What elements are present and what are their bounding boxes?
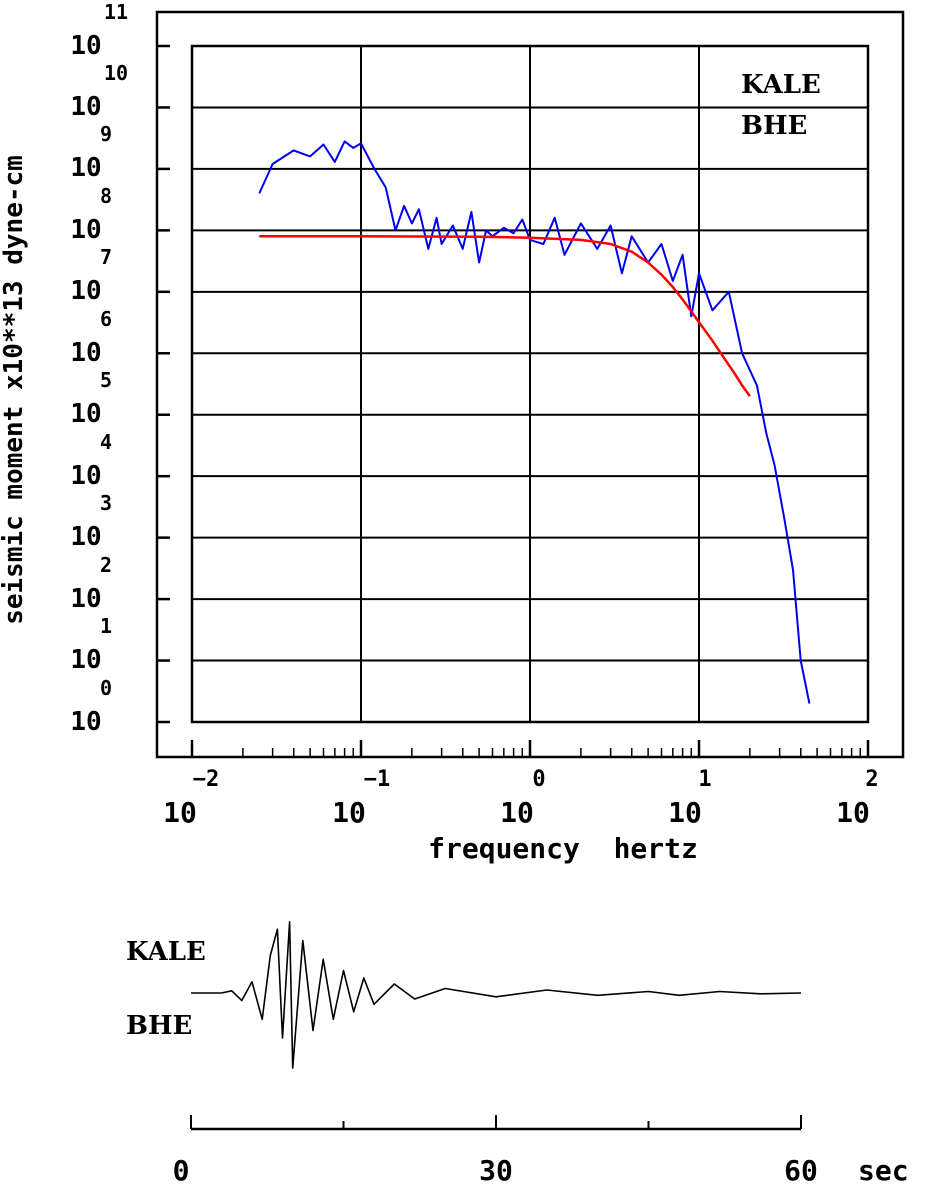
y-tick-exp: 9 bbox=[100, 122, 112, 146]
seismogram-trace bbox=[191, 921, 802, 1069]
y-tick-exp: 5 bbox=[100, 368, 112, 392]
y-tick-labels: 11 10 10 10 9 10 8 10 7 10 6 10 5 10 4 1… bbox=[70, 0, 128, 737]
y-tick-base: 10 bbox=[70, 31, 101, 61]
y-tick-exp: 4 bbox=[100, 430, 112, 454]
y-tick-base: 10 bbox=[70, 645, 101, 675]
y-tick-base: 10 bbox=[70, 584, 101, 614]
x-axis-tick-marks bbox=[190, 740, 870, 757]
time-tick-label: 60 bbox=[784, 1154, 818, 1184]
seismogram-component-label: BHE bbox=[126, 1011, 192, 1041]
seismogram-station-label: KALE bbox=[126, 937, 206, 967]
time-tick-label: 30 bbox=[479, 1154, 513, 1184]
time-unit-label: sec bbox=[858, 1154, 909, 1184]
y-tick-base: 10 bbox=[70, 399, 101, 429]
station-label: KALE bbox=[741, 70, 821, 100]
x-tick-exp: −1 bbox=[364, 767, 391, 792]
y-tick-exp: 6 bbox=[100, 307, 112, 331]
y-tick-base: 10 bbox=[70, 522, 101, 552]
time-tick-label: 0 bbox=[173, 1154, 190, 1184]
y-tick-base: 10 bbox=[70, 153, 101, 183]
y-tick-exp: 0 bbox=[100, 676, 112, 700]
spectrum-series bbox=[258, 140, 811, 704]
spectrum-line bbox=[258, 140, 811, 704]
x-tick-exp: −2 bbox=[193, 767, 220, 792]
y-tick-base: 10 bbox=[70, 707, 101, 737]
y-tick-exp: 1 bbox=[100, 614, 112, 638]
x-tick-exp: 2 bbox=[865, 767, 878, 792]
x-axis-label: frequency hertz bbox=[428, 832, 698, 865]
seismogram-line bbox=[191, 921, 802, 1069]
y-tick-base: 10 bbox=[70, 461, 101, 491]
y-tick-exp: 11 bbox=[104, 0, 128, 24]
y-tick-base: 10 bbox=[70, 92, 101, 122]
y-tick-base: 10 bbox=[70, 338, 101, 368]
x-tick-exp: 1 bbox=[698, 767, 711, 792]
x-tick-base: 10 bbox=[332, 796, 366, 829]
y-tick-exp: 10 bbox=[104, 61, 128, 85]
x-tick-base: 10 bbox=[668, 796, 702, 829]
component-label: BHE bbox=[741, 111, 807, 141]
y-axis-tick-marks bbox=[157, 44, 170, 724]
x-tick-labels: −2 10 −1 10 0 10 1 10 2 10 bbox=[163, 767, 878, 829]
x-tick-base: 10 bbox=[163, 796, 197, 829]
y-tick-base: 10 bbox=[70, 276, 101, 306]
spectrum-grid bbox=[192, 46, 868, 722]
y-tick-exp: 3 bbox=[100, 491, 112, 515]
x-tick-base: 10 bbox=[500, 796, 534, 829]
y-axis-label: seismic moment x10**13 dyne-cm bbox=[0, 155, 29, 625]
x-tick-exp: 0 bbox=[532, 767, 545, 792]
y-tick-exp: 2 bbox=[100, 553, 112, 577]
y-tick-exp: 7 bbox=[100, 245, 112, 269]
model-fit-line bbox=[259, 235, 751, 397]
time-axis-ticks bbox=[190, 1115, 802, 1129]
x-tick-base: 10 bbox=[836, 796, 870, 829]
y-tick-base: 10 bbox=[70, 215, 101, 245]
y-tick-exp: 8 bbox=[100, 184, 112, 208]
